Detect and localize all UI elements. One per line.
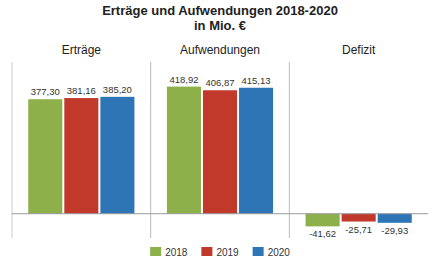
category-label: Erträge <box>62 43 102 57</box>
data-label: -41,62 <box>309 228 336 239</box>
title-line: in Mio. € <box>194 18 246 33</box>
data-labels: 377,30 418,92 -41,62 381,16 406,87 -25,71 385,… <box>31 74 408 240</box>
data-label: -29,93 <box>381 225 408 236</box>
bar <box>306 214 340 227</box>
data-label: -25,71 <box>345 224 372 235</box>
group-divider <box>289 62 290 238</box>
data-label: 406,87 <box>205 77 234 88</box>
data-label: 381,16 <box>67 85 96 96</box>
data-label: 385,20 <box>103 84 132 95</box>
group-divider <box>150 62 151 238</box>
legend-swatch <box>201 247 212 256</box>
data-label: 377,30 <box>31 86 60 97</box>
category-label: Defizit <box>342 43 376 57</box>
legend-label: 2018 <box>165 247 188 258</box>
bar <box>64 98 98 214</box>
bar <box>239 88 273 214</box>
legend-swatch <box>150 247 161 256</box>
bar <box>378 214 412 223</box>
legend: 2018 2019 2020 <box>150 247 290 258</box>
legend-swatch <box>253 247 264 256</box>
legend-label: 2020 <box>268 247 291 258</box>
chart: Erträge und Aufwendungen 2018-2020in Mio… <box>0 0 440 265</box>
bar <box>342 214 376 222</box>
bar <box>28 99 62 213</box>
bar <box>167 87 201 214</box>
title-line: Erträge und Aufwendungen 2018-2020 <box>102 3 338 18</box>
zero-line <box>12 213 428 214</box>
bar <box>100 97 134 214</box>
title: Erträge und Aufwendungen 2018-2020in Mio… <box>102 3 338 33</box>
data-label: 415,13 <box>242 75 271 86</box>
y-axis-line <box>12 62 13 238</box>
bar <box>203 90 237 213</box>
category-label: Aufwendungen <box>180 43 260 57</box>
data-label: 418,92 <box>169 74 198 85</box>
bars <box>28 87 411 227</box>
legend-label: 2019 <box>216 247 239 258</box>
